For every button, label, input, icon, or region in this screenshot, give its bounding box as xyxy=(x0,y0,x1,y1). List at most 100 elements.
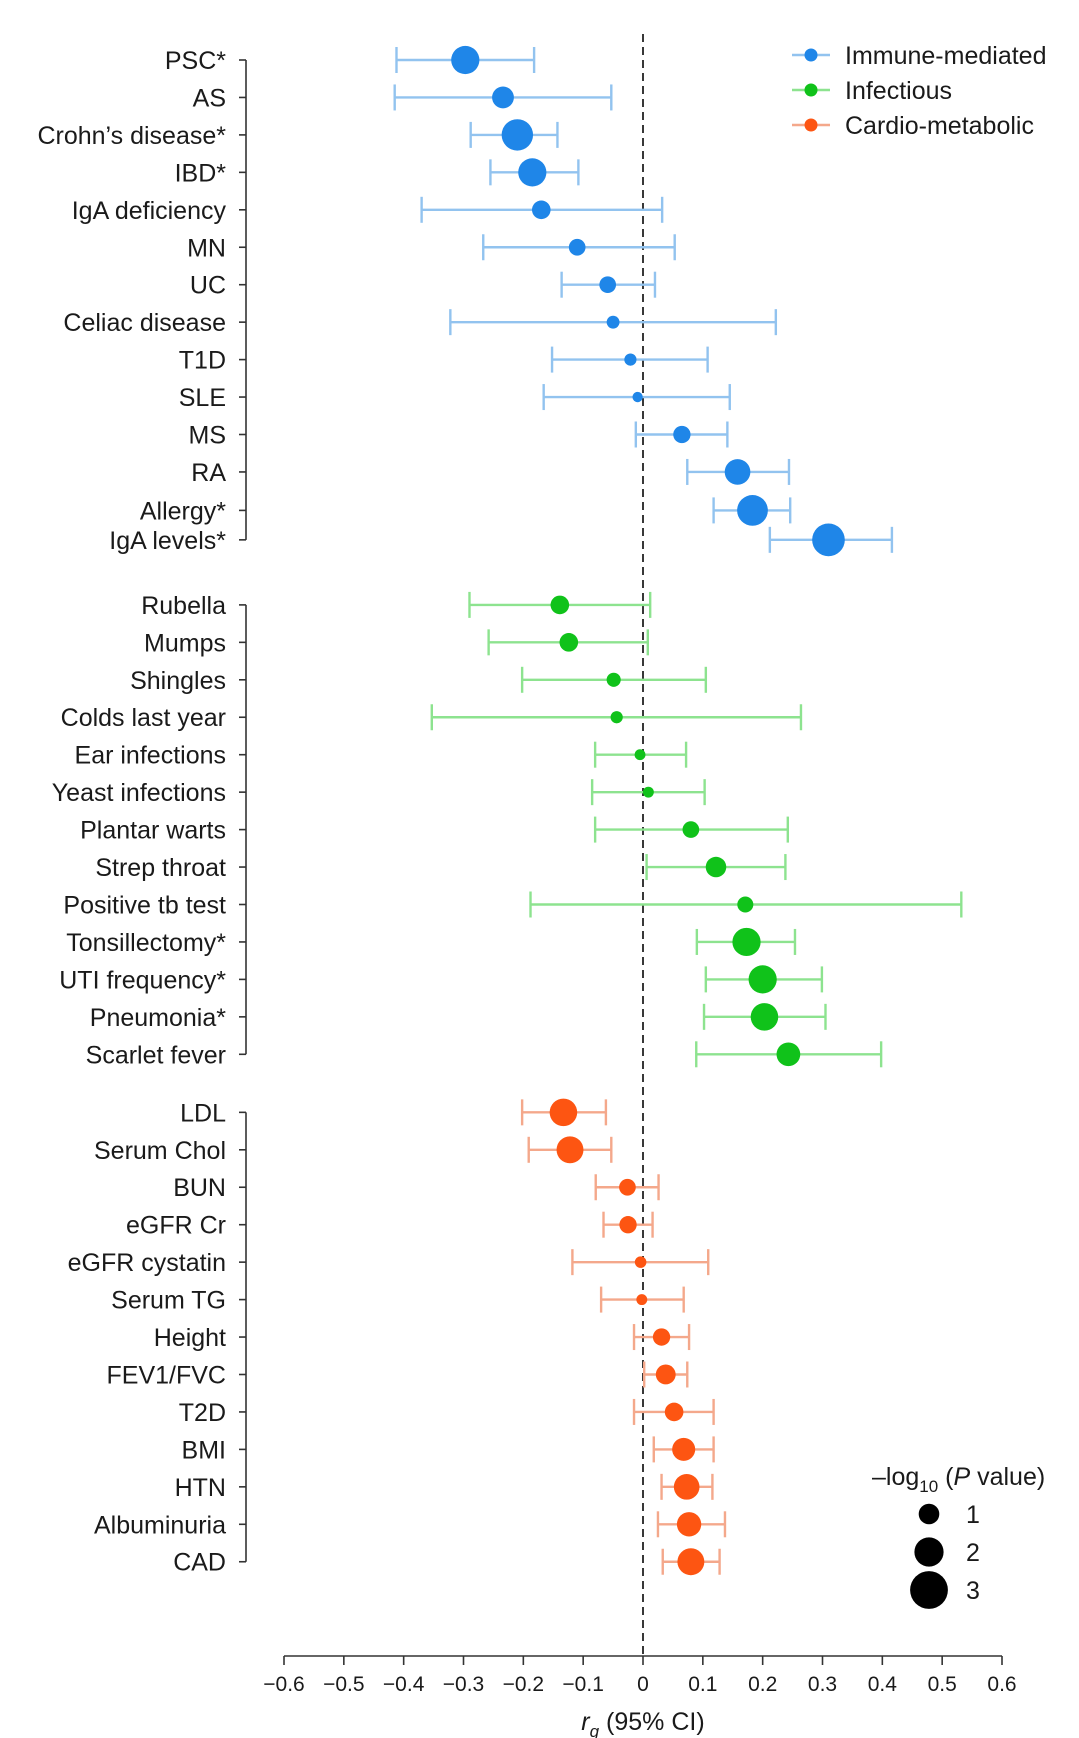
point-sle xyxy=(632,391,643,403)
category-label-plantar-warts: Plantar warts xyxy=(80,817,226,845)
estimate-point-layer xyxy=(451,45,845,1576)
point-rubella xyxy=(550,595,570,615)
category-label-bun: BUN xyxy=(173,1174,226,1202)
point-ra xyxy=(724,459,751,485)
x-axis-title-subscript: g xyxy=(590,1722,600,1738)
legend-marker-immune xyxy=(804,48,818,62)
legend: Immune-mediated Infectious Cardio-metaboli… xyxy=(792,42,1046,140)
point-height xyxy=(652,1328,671,1346)
legend-item-cardio: Cardio-metabolic xyxy=(792,112,1034,140)
category-label-egfr-cystatin: eGFR cystatin xyxy=(68,1249,226,1277)
category-label-t2d: T2D xyxy=(179,1399,226,1427)
x-tick-label-11: 0.5 xyxy=(928,1673,957,1696)
point-yeast-infections xyxy=(642,786,654,798)
x-tick-label-1: −0.5 xyxy=(323,1673,364,1696)
size-legend-circle-3 xyxy=(910,1571,948,1609)
legend-label-infectious: Infectious xyxy=(845,77,952,105)
point-crohn-s-disease xyxy=(501,119,534,151)
category-label-mumps: Mumps xyxy=(144,629,226,657)
x-axis-title: rg (95% CI) xyxy=(581,1708,704,1738)
point-celiac-disease xyxy=(606,315,620,329)
category-label-ear-infections: Ear infections xyxy=(75,742,226,770)
category-label-ms: MS xyxy=(189,422,227,450)
size-legend-title-italic: P xyxy=(953,1463,970,1491)
category-label-sle: SLE xyxy=(179,384,226,412)
point-ms xyxy=(673,425,691,444)
category-label-albuminuria: Albuminuria xyxy=(94,1511,226,1539)
point-positive-tb-test xyxy=(737,896,754,913)
point-egfr-cr xyxy=(619,1216,637,1234)
category-axis: PSC* AS Crohn’s disease* IBD* IgA deficiency… xyxy=(37,47,247,1577)
point-egfr-cystatin xyxy=(634,1256,647,1268)
x-tick-label-4: −0.2 xyxy=(503,1673,544,1696)
category-label-shingles: Shingles xyxy=(130,667,226,695)
point-mn xyxy=(568,238,586,256)
category-label-ibd: IBD* xyxy=(175,159,227,187)
point-strep-throat xyxy=(705,856,727,878)
size-legend-title-open: ( xyxy=(938,1463,954,1491)
category-label-bmi: BMI xyxy=(182,1436,226,1464)
legend-label-cardio: Cardio-metabolic xyxy=(845,112,1034,140)
size-legend-title-sub: 10 xyxy=(919,1477,938,1496)
category-label-celiac-disease: Celiac disease xyxy=(63,309,226,337)
x-tick-label-8: 0.2 xyxy=(748,1673,777,1696)
point-fev1-fvc xyxy=(655,1364,676,1385)
category-label-iga-deficiency: IgA deficiency xyxy=(72,197,227,225)
point-tonsillectomy xyxy=(732,927,761,957)
size-legend-label-3: 3 xyxy=(966,1577,980,1605)
category-label-as: AS xyxy=(193,84,226,112)
x-tick-label-5: −0.1 xyxy=(562,1673,603,1696)
category-label-allergy: Allergy* xyxy=(140,497,226,525)
point-cad xyxy=(677,1548,705,1576)
size-legend-label-1: 1 xyxy=(966,1501,980,1529)
category-label-scarlet-fever: Scarlet fever xyxy=(86,1041,226,1069)
point-uti-frequency xyxy=(748,965,777,994)
size-legend-circle-2 xyxy=(914,1537,944,1567)
category-label-ra: RA xyxy=(191,459,226,487)
legend-marker-infectious xyxy=(804,83,818,97)
point-pneumonia xyxy=(750,1003,779,1031)
point-iga-deficiency xyxy=(531,200,551,220)
category-label-colds-last-year: Colds last year xyxy=(61,704,226,732)
size-legend-circle-1 xyxy=(918,1503,940,1525)
point-bmi xyxy=(672,1437,696,1461)
size-legend-title: –log10 (P value) xyxy=(872,1463,1045,1496)
point-uc xyxy=(599,276,617,294)
legend-label-immune: Immune-mediated xyxy=(845,42,1046,70)
x-tick-label-10: 0.4 xyxy=(868,1673,898,1696)
point-colds-last-year xyxy=(610,711,623,724)
category-label-fev1-fvc: FEV1/FVC xyxy=(107,1361,226,1389)
point-as xyxy=(492,86,514,109)
category-label-yeast-infections: Yeast infections xyxy=(52,779,226,807)
point-psc xyxy=(451,45,480,75)
category-label-pneumonia: Pneumonia* xyxy=(90,1004,226,1032)
category-label-t1d: T1D xyxy=(179,347,226,375)
point-scarlet-fever xyxy=(776,1042,801,1067)
category-label-positive-tb-test: Positive tb test xyxy=(63,891,226,919)
point-shingles xyxy=(606,672,621,687)
point-serum-tg xyxy=(636,1294,648,1306)
category-label-serum-tg: Serum TG xyxy=(111,1287,226,1315)
category-label-height: Height xyxy=(154,1324,226,1352)
category-label-htn: HTN xyxy=(175,1474,226,1502)
confidence-interval-layer xyxy=(393,47,963,1575)
point-t2d xyxy=(664,1402,684,1422)
category-label-iga-levels: IgA levels* xyxy=(109,527,226,555)
category-label-ldl: LDL xyxy=(180,1099,226,1127)
size-legend-title-prefix: –log xyxy=(872,1463,919,1491)
x-axis: −0.6 −0.5 −0.4 −0.3 −0.2 −0.1 0 0.1 0.2 0.3 0.4 0.5… xyxy=(263,1655,1017,1738)
x-tick-label-12: 0.6 xyxy=(987,1673,1016,1696)
category-label-cad: CAD xyxy=(173,1549,226,1577)
point-allergy xyxy=(737,495,768,526)
x-tick-label-0: −0.6 xyxy=(263,1673,304,1696)
category-label-tonsillectomy: Tonsillectomy* xyxy=(66,929,226,957)
point-plantar-warts xyxy=(682,821,700,838)
legend-marker-cardio xyxy=(804,118,818,132)
x-tick-label-6: 0 xyxy=(637,1673,649,1696)
size-legend: –log10 (P value) 1 2 3 xyxy=(872,1463,1045,1609)
x-tick-label-2: −0.4 xyxy=(383,1673,425,1696)
legend-item-infectious: Infectious xyxy=(792,77,952,105)
category-label-egfr-cr: eGFR Cr xyxy=(126,1212,226,1240)
x-tick-label-3: −0.3 xyxy=(443,1673,484,1696)
